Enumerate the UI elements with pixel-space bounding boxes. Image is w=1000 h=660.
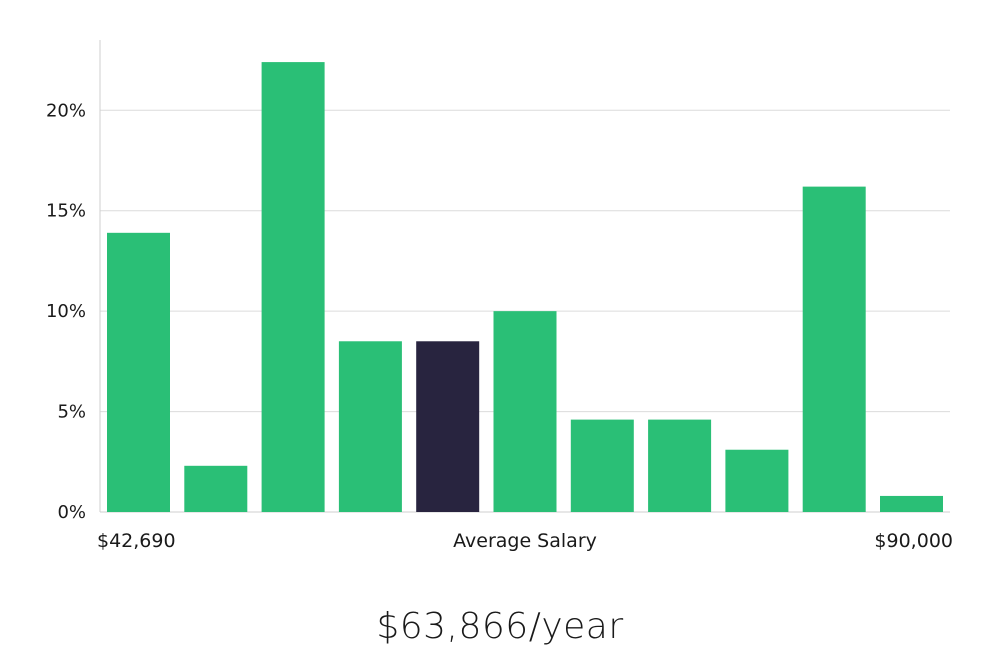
y-tick-label: 5% (57, 402, 86, 423)
average-salary-value: $63,866/year (376, 606, 624, 647)
bar (261, 62, 325, 512)
x-axis-title: Average Salary (453, 530, 597, 552)
salary-histogram: 0% 5% 10% 15% 20% $42,690 Average Salary $90… (46, 40, 953, 552)
bar (338, 341, 402, 512)
bar (107, 232, 170, 512)
y-tick-label: 10% (46, 301, 86, 322)
bar (493, 311, 557, 512)
x-min-label: $42,690 (97, 530, 176, 552)
bar (184, 465, 248, 512)
bar (570, 419, 634, 512)
y-tick-labels: 0% 5% 10% 15% 20% (46, 100, 86, 523)
y-tick-label: 0% (57, 502, 86, 523)
y-tick-label: 20% (46, 100, 86, 121)
x-labels: $42,690 Average Salary $90,000 (97, 530, 953, 552)
y-tick-label: 15% (46, 201, 86, 222)
x-max-label: $90,000 (874, 530, 953, 552)
bar (648, 419, 712, 512)
bar-highlight (416, 341, 480, 512)
bar (725, 449, 789, 512)
bars (107, 62, 943, 512)
bar (880, 495, 943, 512)
bar (802, 186, 866, 512)
